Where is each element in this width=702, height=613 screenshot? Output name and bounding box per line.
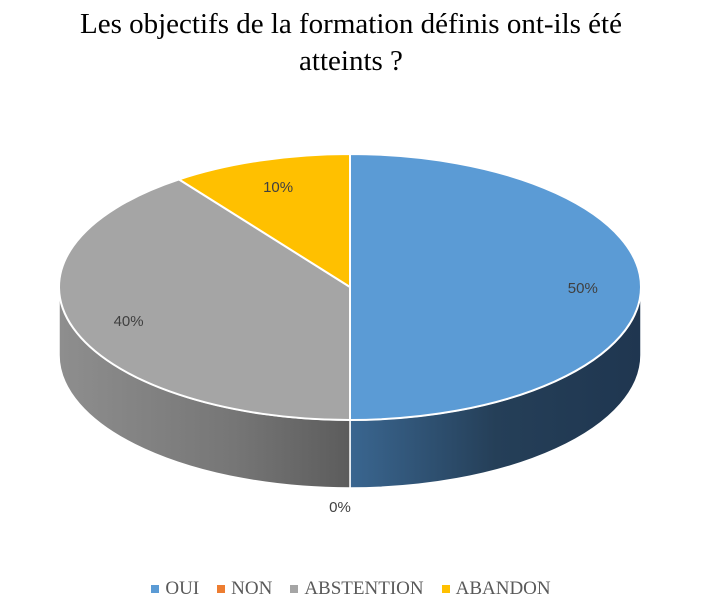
- legend-label-abstention: ABSTENTION: [304, 578, 424, 599]
- pie-label-layer: 50% 0% 40% 10%: [114, 179, 598, 516]
- legend-swatch-non: [217, 585, 226, 593]
- pie-slice-abstention: [58, 178, 351, 421]
- data-label-abandon: 10%: [263, 179, 293, 196]
- legend-item-abstention: ABSTENTION: [290, 578, 424, 600]
- chart-title: Les objectifs de la formation définis on…: [0, 6, 702, 80]
- chart-title-line-1: Les objectifs de la formation définis on…: [80, 8, 622, 40]
- data-label-oui: 50%: [568, 280, 598, 297]
- data-label-non: 0%: [329, 499, 351, 516]
- pie-top-layer: [58, 153, 642, 421]
- legend-swatch-abstention: [290, 585, 299, 593]
- legend: OUI NON ABSTENTION ABANDON: [0, 578, 702, 600]
- legend-label-abandon: ABANDON: [455, 578, 551, 599]
- pie-slice-oui: [349, 153, 642, 421]
- pie-slice-abandon: [177, 153, 351, 288]
- legend-item-non: NON: [217, 578, 272, 600]
- legend-swatch-abandon: [441, 585, 450, 593]
- legend-label-oui: OUI: [165, 578, 200, 599]
- chart-title-line-2: atteints ?: [299, 45, 403, 77]
- legend-item-oui: OUI: [151, 578, 199, 600]
- legend-swatch-oui: [151, 585, 160, 593]
- data-label-abstention: 40%: [114, 313, 144, 330]
- legend-item-abandon: ABANDON: [441, 578, 551, 600]
- legend-label-non: NON: [231, 578, 273, 599]
